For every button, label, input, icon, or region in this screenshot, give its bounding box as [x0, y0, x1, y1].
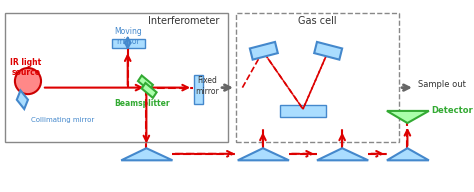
Text: Sample out: Sample out — [418, 80, 465, 89]
Circle shape — [15, 68, 41, 94]
Polygon shape — [250, 42, 278, 60]
Polygon shape — [387, 111, 429, 123]
Text: Interferometer: Interferometer — [148, 16, 219, 26]
Polygon shape — [387, 148, 429, 160]
Polygon shape — [17, 90, 28, 109]
FancyBboxPatch shape — [112, 39, 145, 48]
Text: Beamsplitter: Beamsplitter — [114, 99, 170, 108]
Polygon shape — [121, 148, 173, 160]
Polygon shape — [314, 42, 342, 60]
FancyBboxPatch shape — [280, 105, 326, 117]
Polygon shape — [317, 148, 368, 160]
Text: Collimating mirror: Collimating mirror — [31, 117, 94, 122]
Polygon shape — [142, 83, 156, 98]
Text: Gas cell: Gas cell — [298, 16, 336, 26]
Polygon shape — [238, 148, 289, 160]
Polygon shape — [138, 75, 153, 90]
Text: IR light
source: IR light source — [10, 58, 42, 77]
Text: Detector: Detector — [432, 106, 474, 115]
Text: Fixed
mirror: Fixed mirror — [195, 76, 219, 96]
FancyBboxPatch shape — [194, 74, 203, 104]
Text: Moving
mirror: Moving mirror — [114, 27, 142, 46]
